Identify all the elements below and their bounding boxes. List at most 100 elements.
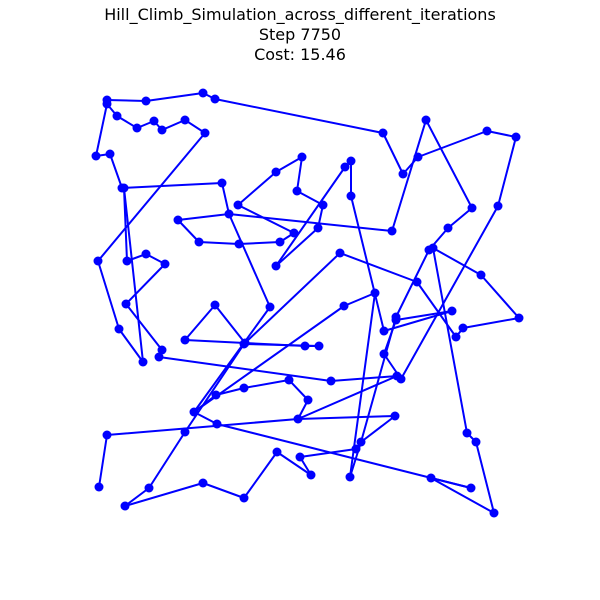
city-point [303, 395, 313, 405]
city-point [412, 277, 422, 287]
route-segment [124, 487, 150, 507]
route-segment [244, 252, 341, 344]
route-segment [417, 130, 488, 158]
cost-annotation: Cost: 15.46 [254, 45, 346, 64]
city-point [265, 302, 275, 312]
route-segment [275, 227, 319, 267]
city-point [272, 447, 282, 457]
city-point [284, 375, 294, 385]
city-point [105, 149, 115, 159]
city-point [200, 128, 210, 138]
city-point [493, 201, 503, 211]
route-segment [118, 328, 144, 363]
city-point [138, 357, 148, 367]
route-segment [125, 303, 163, 351]
city-point [340, 162, 350, 172]
city-point [378, 128, 388, 138]
city-point [271, 167, 281, 177]
route-segment [276, 451, 312, 476]
route-segment [360, 316, 397, 443]
route-segment [158, 356, 332, 382]
city-point [210, 300, 220, 310]
city-point [370, 288, 380, 298]
route-segment [237, 204, 295, 234]
route-segment [486, 130, 517, 138]
city-point [132, 123, 142, 133]
city-point [157, 125, 167, 135]
route-segment [121, 182, 223, 189]
route-segment [475, 441, 495, 514]
route-segment [275, 166, 346, 267]
route-segment [145, 92, 204, 102]
city-point [318, 200, 328, 210]
city-point [482, 126, 492, 136]
route-segment [275, 156, 303, 173]
city-point [300, 341, 310, 351]
city-point [180, 335, 190, 345]
city-point [102, 99, 112, 109]
route-segment [202, 482, 245, 499]
route-segment [243, 451, 278, 499]
route-segment [106, 99, 147, 102]
city-point [91, 151, 101, 161]
city-point [489, 508, 499, 518]
city-point [514, 313, 524, 323]
route-segment [297, 415, 396, 420]
city-point [392, 371, 402, 381]
city-point [94, 482, 104, 492]
city-point [194, 237, 204, 247]
city-point [120, 501, 130, 511]
route-segment [97, 132, 206, 262]
route-segment [221, 182, 230, 215]
route-segment [296, 156, 303, 192]
city-point [217, 178, 227, 188]
city-point [292, 186, 302, 196]
city-point [293, 414, 303, 424]
city-point [313, 223, 323, 233]
city-point [314, 341, 324, 351]
route-segment [243, 379, 290, 389]
city-point [198, 478, 208, 488]
route-segment [432, 247, 468, 434]
route-segment [430, 477, 495, 514]
city-point [476, 270, 486, 280]
city-point [511, 132, 521, 142]
city-point [210, 94, 220, 104]
route-segment [339, 252, 418, 283]
city-point [295, 452, 305, 462]
route-segment [237, 171, 277, 206]
city-point [224, 209, 234, 219]
route-segment [416, 281, 457, 338]
city-point [233, 200, 243, 210]
city-point [466, 483, 476, 493]
city-point [180, 115, 190, 125]
route-segment [395, 310, 453, 321]
city-point [346, 156, 356, 166]
city-point [379, 326, 389, 336]
route-segment [425, 119, 473, 209]
route-segment [97, 260, 120, 330]
route-segment [228, 213, 393, 232]
route-segment [177, 213, 230, 221]
title-block: Hill_Climb_Simulation_across_different_i… [0, 5, 600, 65]
route-segment [360, 415, 396, 443]
route-segment [123, 187, 128, 262]
route-segment [124, 482, 204, 507]
chart-subtitle: Step 7750 [258, 25, 342, 44]
route-layer [95, 92, 520, 514]
route-segment [288, 379, 309, 401]
city-point [339, 301, 349, 311]
route-segment [395, 249, 430, 318]
city-point [391, 312, 401, 322]
city-point [173, 215, 183, 225]
marker-layer [91, 88, 524, 518]
route-segment [430, 477, 472, 489]
route-segment [106, 418, 299, 436]
route-segment [184, 343, 245, 433]
city-point [426, 473, 436, 483]
city-point [356, 437, 366, 447]
city-point [345, 472, 355, 482]
route-segment [299, 448, 357, 458]
city-point [122, 256, 132, 266]
city-point [467, 203, 477, 213]
